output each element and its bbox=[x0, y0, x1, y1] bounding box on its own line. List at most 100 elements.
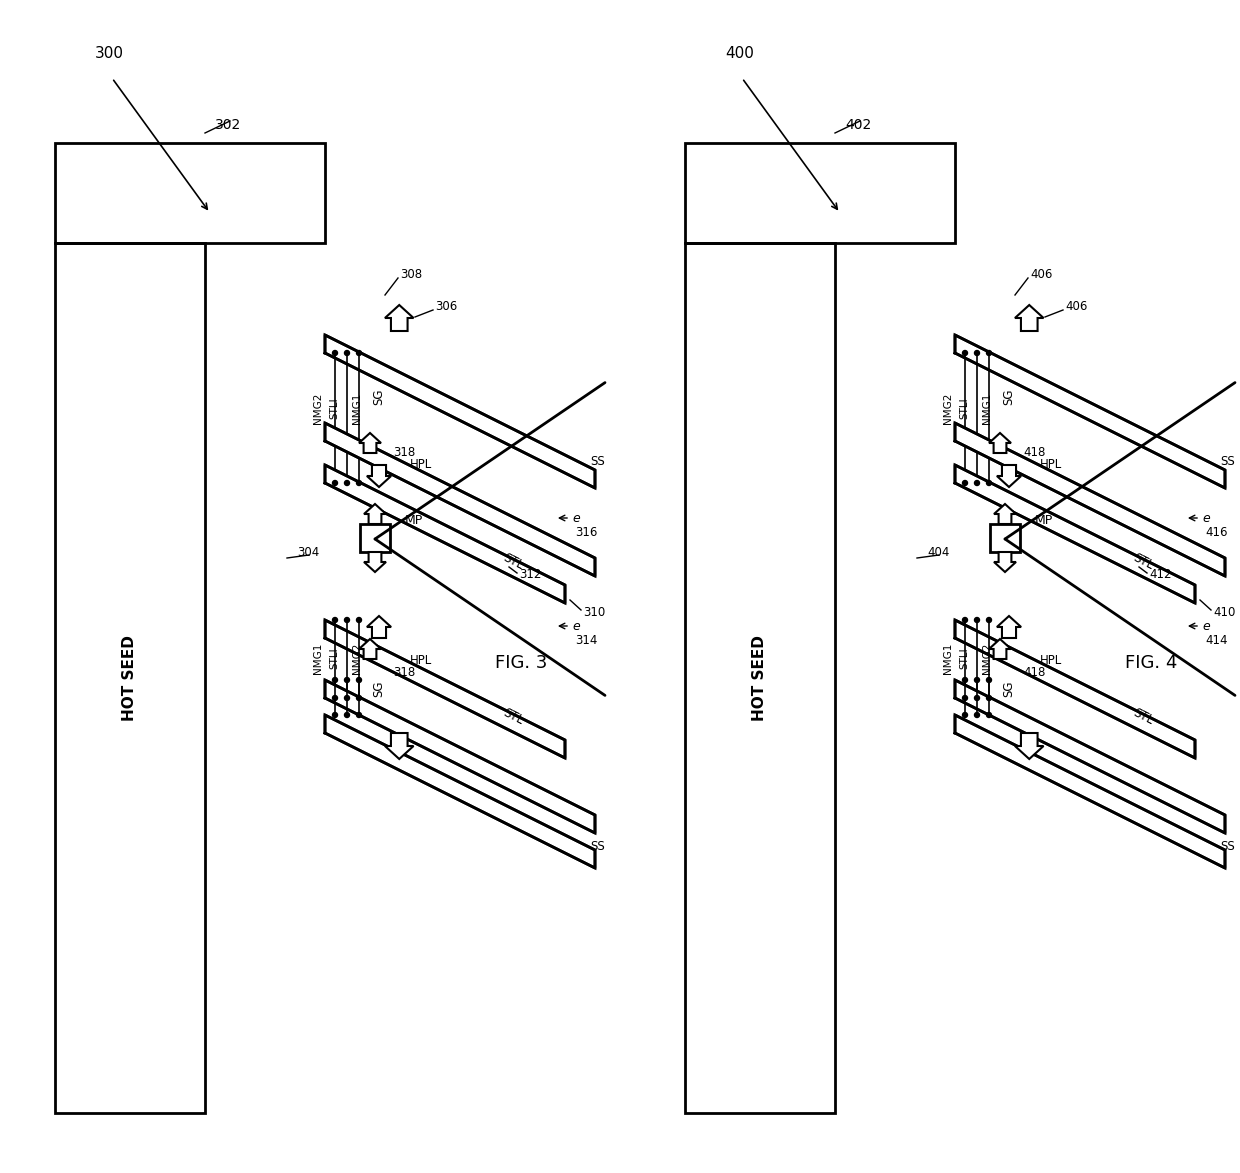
Bar bbox=[684, 243, 835, 1113]
Text: 418: 418 bbox=[1023, 447, 1045, 460]
Bar bbox=[684, 143, 955, 243]
Text: HPL: HPL bbox=[1040, 459, 1063, 472]
Circle shape bbox=[345, 617, 350, 623]
Text: STL: STL bbox=[501, 706, 526, 727]
Polygon shape bbox=[384, 305, 414, 331]
Text: HPL: HPL bbox=[1040, 653, 1063, 666]
Circle shape bbox=[987, 696, 992, 700]
Text: SG: SG bbox=[372, 680, 384, 697]
Text: e: e bbox=[1202, 511, 1210, 524]
Text: 310: 310 bbox=[583, 606, 605, 619]
Text: HPL: HPL bbox=[410, 459, 433, 472]
Text: 302: 302 bbox=[215, 118, 242, 133]
Circle shape bbox=[975, 481, 980, 486]
Polygon shape bbox=[325, 335, 595, 488]
Circle shape bbox=[975, 696, 980, 700]
Circle shape bbox=[345, 481, 350, 486]
Circle shape bbox=[345, 351, 350, 355]
Text: NMG2: NMG2 bbox=[352, 643, 362, 673]
Polygon shape bbox=[365, 504, 386, 524]
Text: 318: 318 bbox=[393, 665, 415, 678]
Text: NMG1: NMG1 bbox=[942, 643, 954, 673]
Text: 312: 312 bbox=[520, 569, 542, 582]
Circle shape bbox=[975, 712, 980, 718]
Text: 314: 314 bbox=[575, 635, 598, 647]
Text: SG: SG bbox=[1002, 680, 1016, 697]
Polygon shape bbox=[365, 552, 386, 572]
Circle shape bbox=[332, 481, 337, 486]
Circle shape bbox=[332, 617, 337, 623]
Text: 412: 412 bbox=[1149, 569, 1172, 582]
Circle shape bbox=[332, 678, 337, 683]
Text: HPL: HPL bbox=[410, 653, 433, 666]
Circle shape bbox=[345, 696, 350, 700]
Text: FIG. 3: FIG. 3 bbox=[495, 655, 547, 672]
Text: 410: 410 bbox=[1213, 606, 1235, 619]
Polygon shape bbox=[325, 423, 595, 576]
Circle shape bbox=[332, 351, 337, 355]
Text: e: e bbox=[572, 511, 580, 524]
Text: 400: 400 bbox=[725, 46, 754, 61]
Circle shape bbox=[962, 696, 967, 700]
Polygon shape bbox=[360, 433, 381, 453]
Polygon shape bbox=[994, 552, 1016, 572]
Polygon shape bbox=[325, 680, 595, 833]
Text: 304: 304 bbox=[298, 547, 319, 560]
Text: HOT SEED: HOT SEED bbox=[123, 635, 138, 721]
Circle shape bbox=[357, 481, 362, 486]
Text: SS: SS bbox=[1220, 840, 1235, 853]
Polygon shape bbox=[955, 621, 1195, 758]
Circle shape bbox=[357, 351, 362, 355]
Circle shape bbox=[357, 617, 362, 623]
Bar bbox=[990, 524, 1021, 552]
Circle shape bbox=[987, 351, 992, 355]
Polygon shape bbox=[1016, 305, 1044, 331]
Circle shape bbox=[332, 696, 337, 700]
Polygon shape bbox=[325, 621, 565, 758]
Polygon shape bbox=[955, 423, 1225, 576]
Polygon shape bbox=[367, 465, 391, 487]
Polygon shape bbox=[367, 616, 391, 638]
Text: 308: 308 bbox=[401, 269, 422, 282]
Text: 316: 316 bbox=[575, 527, 598, 540]
Polygon shape bbox=[325, 716, 595, 868]
Text: NMG2: NMG2 bbox=[982, 643, 992, 673]
Text: SG: SG bbox=[372, 388, 384, 405]
Circle shape bbox=[987, 712, 992, 718]
Polygon shape bbox=[955, 335, 1225, 488]
Text: 318: 318 bbox=[393, 447, 415, 460]
Polygon shape bbox=[955, 465, 1195, 603]
Circle shape bbox=[345, 678, 350, 683]
Circle shape bbox=[975, 678, 980, 683]
Text: 416: 416 bbox=[1205, 527, 1228, 540]
Circle shape bbox=[962, 678, 967, 683]
Text: 406: 406 bbox=[1065, 300, 1087, 313]
Circle shape bbox=[357, 712, 362, 718]
Circle shape bbox=[345, 712, 350, 718]
Polygon shape bbox=[997, 465, 1021, 487]
Polygon shape bbox=[325, 465, 565, 603]
Text: HOT SEED: HOT SEED bbox=[753, 635, 768, 721]
Polygon shape bbox=[994, 504, 1016, 524]
Text: STLl: STLl bbox=[329, 647, 339, 669]
Polygon shape bbox=[1016, 733, 1044, 759]
Polygon shape bbox=[955, 716, 1225, 868]
Text: NMG1: NMG1 bbox=[352, 392, 362, 423]
Polygon shape bbox=[990, 639, 1011, 659]
Text: 300: 300 bbox=[95, 46, 124, 61]
Circle shape bbox=[332, 712, 337, 718]
Text: STL: STL bbox=[1131, 551, 1156, 572]
Circle shape bbox=[987, 678, 992, 683]
Circle shape bbox=[987, 481, 992, 486]
Text: 402: 402 bbox=[844, 118, 872, 133]
Circle shape bbox=[962, 351, 967, 355]
Text: MP: MP bbox=[405, 514, 423, 527]
Text: NMG1: NMG1 bbox=[982, 392, 992, 423]
Text: FIG. 4: FIG. 4 bbox=[1125, 655, 1177, 672]
Text: NMG2: NMG2 bbox=[312, 392, 322, 423]
Text: NMG1: NMG1 bbox=[312, 643, 322, 673]
Polygon shape bbox=[990, 433, 1011, 453]
Text: MP: MP bbox=[1035, 514, 1053, 527]
Circle shape bbox=[962, 617, 967, 623]
Bar bbox=[55, 143, 325, 243]
